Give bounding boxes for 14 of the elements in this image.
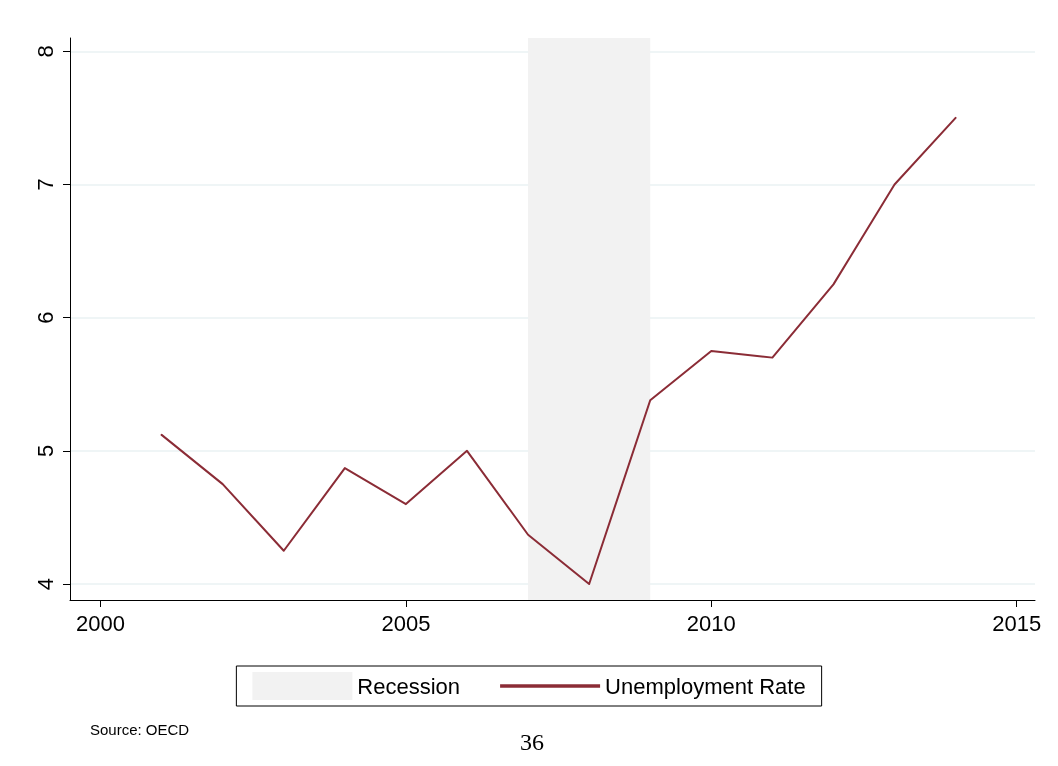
y-tick-label: 6 xyxy=(32,311,58,324)
legend-label: Unemployment Rate xyxy=(605,673,806,699)
y-tick-label: 4 xyxy=(32,577,58,591)
y-tick-label: 8 xyxy=(32,45,58,58)
x-tick-label: 2005 xyxy=(381,610,431,636)
text: 36 xyxy=(520,729,544,755)
x-tick-label: 2010 xyxy=(686,610,736,636)
source-note: Source: OECD xyxy=(90,721,190,738)
legend-label: Recession xyxy=(357,673,461,699)
line-series xyxy=(160,116,957,586)
y-tick-label: 5 xyxy=(32,444,58,457)
x-tick-label: 2015 xyxy=(992,610,1042,636)
y-tick-label: 7 xyxy=(32,178,58,191)
x-tick-label: 2000 xyxy=(76,610,126,636)
